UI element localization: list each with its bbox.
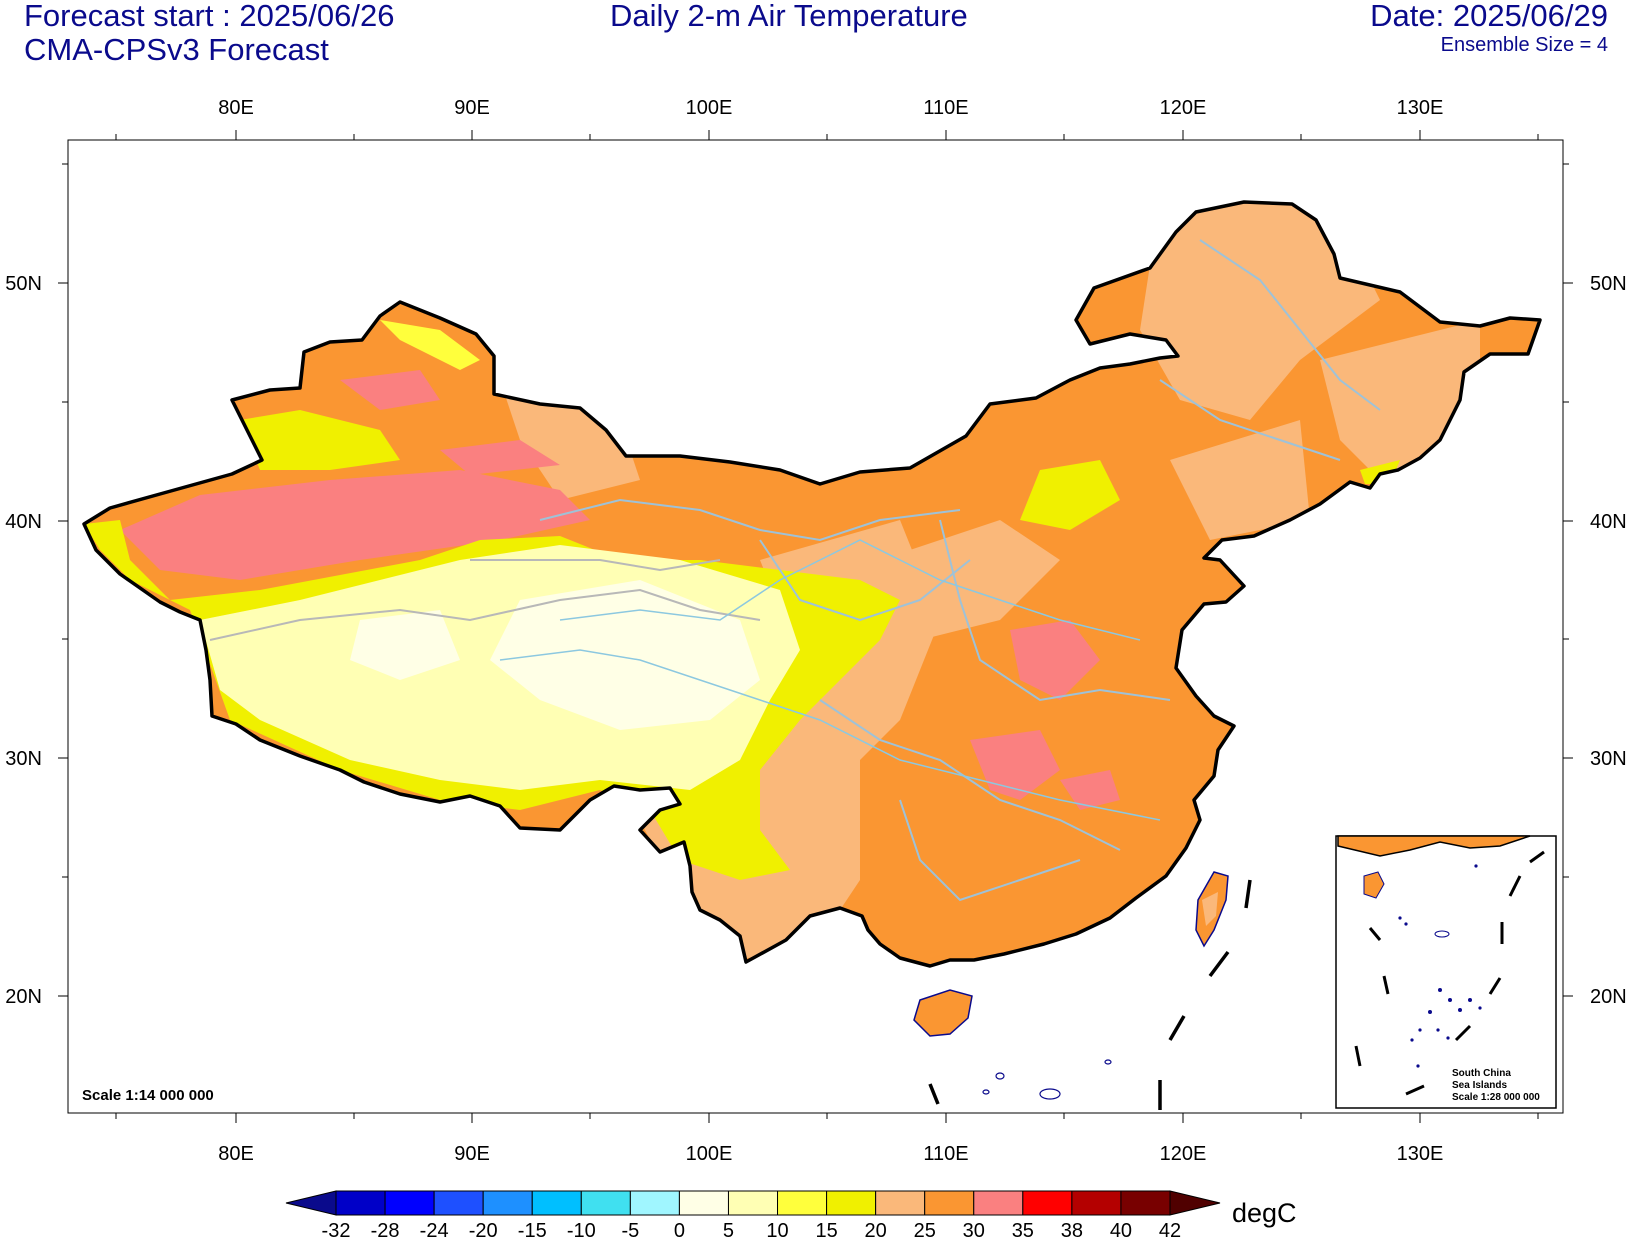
lon-tick-label: 120E <box>1160 1143 1207 1165</box>
model-label: CMA-CPSv3 Forecast <box>24 32 329 67</box>
colorbar-level-label: 5 <box>723 1220 734 1241</box>
lat-tick-label: 20N <box>5 986 42 1008</box>
colorbar-swatch <box>777 1190 828 1216</box>
colorbar-level-label: -24 <box>420 1220 449 1241</box>
china-border <box>82 200 1542 968</box>
province-boundaries <box>539 239 1381 902</box>
forecast-start-label: Forecast start : 2025/06/26 <box>24 0 395 33</box>
colorbar-swatch <box>580 1190 631 1216</box>
colorbar-swatch <box>629 1190 680 1216</box>
rivers <box>499 539 1161 821</box>
colorbar-level-label: 30 <box>963 1220 985 1241</box>
colorbar-right-arrow <box>1169 1190 1221 1216</box>
colorbar-swatch <box>678 1190 729 1216</box>
chart-title: Daily 2-m Air Temperature <box>610 0 968 33</box>
lat-tick-label: 40N <box>5 511 42 533</box>
colorbar-swatch <box>973 1190 1024 1216</box>
colorbar-level-label: 42 <box>1159 1220 1181 1241</box>
lon-tick-label: 130E <box>1397 1143 1444 1165</box>
colorbar-level-label: -10 <box>567 1220 596 1241</box>
colorbar-unit: degC <box>1232 1198 1297 1228</box>
colorbar-level-label: -32 <box>322 1220 351 1241</box>
colorbar-swatch <box>1120 1190 1171 1216</box>
lon-tick-label: 100E <box>686 97 733 119</box>
colorbar-swatch <box>826 1190 877 1216</box>
axis-ticks: 80E 80E 90E 90E 100E 100E 110E 110E 120E 120E 130E… <box>5 97 1626 1165</box>
lat-tick-label: 20N <box>1590 986 1627 1008</box>
nine-dash-line <box>928 879 1252 1110</box>
colorbar-swatch <box>875 1190 926 1216</box>
colorbar-level-label: 10 <box>766 1220 788 1241</box>
lon-tick-label: 110E <box>923 1143 968 1165</box>
lon-tick-label: 80E <box>218 1143 254 1165</box>
lon-tick-label: 100E <box>686 1143 733 1165</box>
colorbar-swatch <box>384 1190 435 1216</box>
islets <box>982 1059 1112 1100</box>
colorbar-level-label: -15 <box>518 1220 547 1241</box>
colorbar-level-label: 35 <box>1012 1220 1034 1241</box>
colorbar-swatch <box>433 1190 484 1216</box>
lon-tick-label: 90E <box>454 97 490 119</box>
lon-tick-label: 110E <box>923 97 968 119</box>
lat-tick-label: 50N <box>1590 273 1627 295</box>
inset-label-line3: Scale 1:28 000 000 <box>1452 1092 1540 1103</box>
lon-tick-label: 130E <box>1397 97 1444 119</box>
lon-tick-label: 80E <box>218 97 254 119</box>
colorbar-level-label: 25 <box>914 1220 936 1241</box>
colorbar-level-label: -20 <box>469 1220 498 1241</box>
inset-label-line1: South China <box>1452 1068 1511 1079</box>
colorbar-swatch <box>1022 1190 1073 1216</box>
lon-tick-label: 120E <box>1160 97 1207 119</box>
hainan <box>913 989 973 1037</box>
colorbar-level-label: -28 <box>371 1220 400 1241</box>
colorbar-level-label: 0 <box>674 1220 685 1241</box>
map-scale-label: Scale 1:14 000 000 <box>82 1087 214 1104</box>
colorbar-level-label: 15 <box>815 1220 837 1241</box>
colorbar-level-label: 20 <box>865 1220 887 1241</box>
colorbar-swatch <box>482 1190 533 1216</box>
lat-tick-label: 40N <box>1590 511 1627 533</box>
tibet-qinghai-boundaries <box>209 559 761 641</box>
lat-tick-label: 50N <box>5 273 42 295</box>
colorbar-level-label: -5 <box>621 1220 639 1241</box>
colorbar-swatch <box>1071 1190 1122 1216</box>
colorbar-level-label: 38 <box>1061 1220 1083 1241</box>
south-china-sea-inset: South China Sea Islands Scale 1:28 000 0… <box>1335 835 1557 1109</box>
colorbar-swatch <box>531 1190 582 1216</box>
colorbar: -32 -28 -24 -20 -15 -10 -5 0 5 10 15 20 25 30 35 38 40 42 <box>285 1190 1221 1241</box>
colorbar-swatch <box>335 1190 386 1216</box>
colorbar-swatch <box>924 1190 975 1216</box>
valid-date-label: Date: 2025/06/29 <box>1370 0 1608 33</box>
colorbar-swatch <box>727 1190 779 1216</box>
ensemble-size-label: Ensemble Size = 4 <box>1440 34 1608 56</box>
lon-tick-label: 90E <box>454 1143 490 1165</box>
inset-label-line2: Sea Islands <box>1452 1080 1507 1091</box>
lat-tick-label: 30N <box>1590 748 1627 770</box>
lat-tick-label: 30N <box>5 748 42 770</box>
colorbar-level-label: 40 <box>1110 1220 1132 1241</box>
colorbar-left-arrow <box>285 1190 337 1216</box>
